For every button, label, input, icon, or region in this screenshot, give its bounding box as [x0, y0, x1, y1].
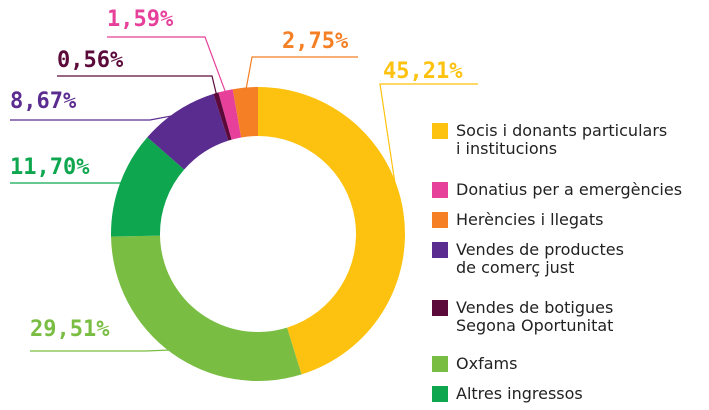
donut-slice [258, 87, 405, 375]
donut-slice [111, 235, 302, 381]
leader-line [379, 83, 478, 213]
legend-swatch [432, 123, 448, 139]
legend-item: Altres ingressos [432, 385, 583, 403]
legend-label: Vendes de productes de comerç just [456, 240, 624, 277]
legend-label: Herències i llegats [456, 210, 604, 229]
value-label: 2,75% [282, 29, 349, 54]
donut-slice [213, 92, 232, 141]
value-label: 0,56% [57, 48, 124, 73]
legend-swatch [432, 386, 448, 402]
legend-item: Oxfams [432, 355, 517, 373]
value-label: 8,67% [10, 89, 77, 114]
legend-label: Donatius per a emergències [456, 180, 683, 199]
legend-label: Socis i donants particulars i institucio… [456, 121, 668, 158]
value-label: 11,70% [10, 155, 90, 180]
value-label: 1,59% [107, 7, 174, 32]
leader-line [10, 113, 180, 121]
leader-line [245, 56, 358, 92]
legend-swatch [432, 356, 448, 372]
legend-swatch [432, 300, 448, 316]
legend-swatch [432, 212, 448, 228]
legend-item: Vendes de productes de comerç just [432, 241, 624, 277]
legend-swatch [432, 242, 448, 258]
legend-item: Herències i llegats [432, 211, 603, 229]
leader-line [107, 36, 227, 95]
donut-slice [218, 89, 242, 140]
legend-swatch [432, 182, 448, 198]
legend-item: Donatius per a emergències [432, 181, 682, 199]
legend-item: Vendes de botigues Segona Oportunitat [432, 299, 613, 335]
legend-item: Socis i donants particulars i institucio… [432, 122, 667, 158]
legend-label: Oxfams [456, 354, 518, 373]
leader-line [57, 75, 218, 98]
leader-line [30, 349, 175, 352]
value-label: 45,21% [383, 59, 463, 84]
legend-label: Vendes de botigues Segona Oportunitat [456, 298, 614, 335]
donut-slice [147, 93, 229, 170]
leader-line [10, 182, 127, 186]
donut-slice [232, 87, 258, 138]
legend-label: Altres ingressos [456, 384, 583, 403]
donut-slice [111, 137, 185, 237]
value-label: 29,51% [30, 317, 110, 342]
